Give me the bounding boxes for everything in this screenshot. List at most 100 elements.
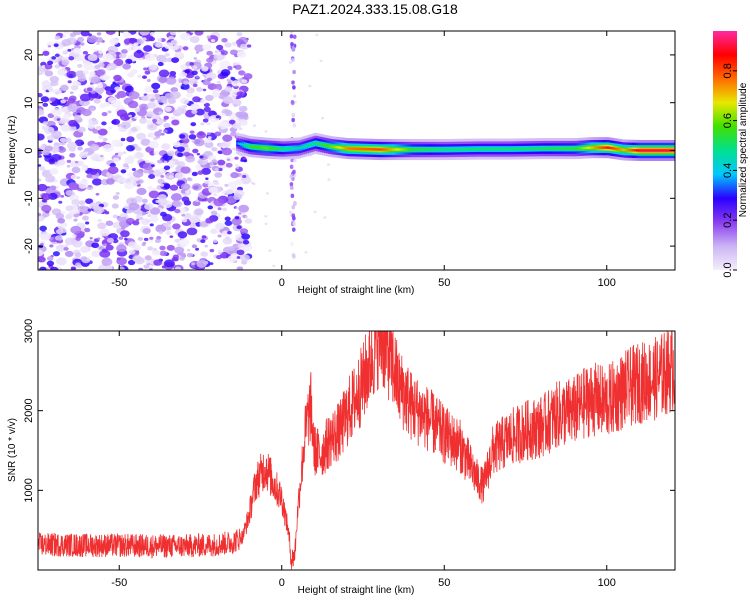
heatmap-cell <box>405 148 409 151</box>
heatmap-cell <box>169 235 174 238</box>
heatmap-cell <box>271 147 274 150</box>
heatmap-cell <box>145 211 150 214</box>
heatmap-cell <box>80 256 88 261</box>
heatmap-cell <box>98 54 104 58</box>
heatmap-cell <box>38 183 48 192</box>
heatmap-cell <box>74 252 82 258</box>
heatmap-cell <box>194 209 204 216</box>
heatmap-cell <box>470 147 473 151</box>
heatmap-cell <box>196 87 203 92</box>
heatmap-cell <box>85 198 94 205</box>
heatmap-cell <box>78 200 86 206</box>
heatmap-cell <box>220 50 228 56</box>
heatmap-cell <box>157 198 168 206</box>
heatmap-cell <box>137 237 144 241</box>
heatmap-cell <box>261 146 265 149</box>
heatmap-cell <box>166 57 173 63</box>
heatmap-cell <box>197 170 204 175</box>
heatmap-cell <box>210 210 218 216</box>
heatmap-cell <box>133 50 145 59</box>
heatmap-cell <box>200 251 209 257</box>
heatmap-cell <box>164 52 170 57</box>
heatmap-cell <box>227 230 232 235</box>
heatmap-cell <box>559 147 563 150</box>
heatmap-cell <box>333 145 337 149</box>
heatmap-cell <box>235 164 239 167</box>
heatmap-cell <box>540 147 543 150</box>
heatmap-cell <box>67 97 76 104</box>
heatmap-cell <box>343 147 347 150</box>
heatmap-cell <box>101 111 108 117</box>
heatmap-cell <box>224 183 229 187</box>
heatmap-cell <box>561 147 565 150</box>
heatmap-cell <box>515 147 518 151</box>
heatmap-cell <box>478 147 481 151</box>
heatmap-cell <box>212 239 218 244</box>
heatmap-cell <box>294 147 298 150</box>
heatmap-cell <box>136 218 140 221</box>
heatmap-cell <box>236 256 241 259</box>
heatmap-cell <box>259 146 263 149</box>
heatmap-cell <box>197 160 203 165</box>
heatmap-cell <box>394 148 397 151</box>
heatmap-cell <box>215 222 225 230</box>
heatmap-cell <box>474 147 477 151</box>
heatmap-cell <box>232 62 238 66</box>
heatmap-cell <box>597 146 600 149</box>
heatmap-cell <box>115 191 120 195</box>
heatmap-cell <box>60 195 65 198</box>
heatmap-cell <box>184 69 190 74</box>
heatmap-cell <box>606 146 610 149</box>
colorbar-tick-label: 0.4 <box>722 163 734 178</box>
heatmap-cell <box>653 149 657 152</box>
heatmap-cell <box>657 149 660 152</box>
x-tick-label: -50 <box>111 577 127 589</box>
colorbar-tick-label: 0.0 <box>722 262 734 277</box>
heatmap-cell <box>359 147 362 151</box>
heatmap-cell <box>602 146 606 149</box>
heatmap-cell <box>228 245 236 252</box>
heatmap-cell <box>242 143 245 147</box>
heatmap-cell <box>84 227 91 233</box>
heatmap-cell <box>398 148 401 151</box>
heatmap-cell <box>171 257 177 261</box>
heatmap-cell <box>195 247 200 251</box>
heatmap-cell <box>152 42 156 46</box>
heatmap-cell <box>476 147 479 151</box>
heatmap-cell <box>427 148 430 151</box>
heatmap-cell <box>227 81 232 84</box>
heatmap-cell <box>142 228 151 234</box>
heatmap-cell <box>291 46 296 52</box>
heatmap-cell <box>165 76 177 85</box>
heatmap-cell <box>289 182 294 187</box>
heatmap-cell <box>81 108 92 117</box>
heatmap-cell <box>620 148 623 151</box>
heatmap-cell <box>186 252 194 258</box>
heatmap-cell <box>417 148 421 151</box>
heatmap-cell <box>135 152 144 158</box>
heatmap-cell <box>168 160 176 166</box>
snr-frame <box>37 330 676 571</box>
heatmap-cell <box>60 84 69 91</box>
heatmap-cell <box>326 163 330 166</box>
heatmap-cell <box>283 147 286 151</box>
heatmap-cell <box>206 50 213 56</box>
heatmap-cell <box>180 183 191 191</box>
heatmap-cell <box>667 149 670 152</box>
heatmap-cell <box>116 109 128 118</box>
heatmap-cell <box>158 111 163 115</box>
heatmap-cell <box>107 66 112 70</box>
heatmap-cell <box>292 147 296 150</box>
heatmap-cell <box>118 236 124 240</box>
heatmap-cell <box>159 183 165 187</box>
heatmap-cell <box>214 181 220 186</box>
heatmap-cell <box>86 173 93 179</box>
heatmap-cell <box>73 213 80 218</box>
heatmap-cell <box>63 246 69 251</box>
heatmap-cell <box>212 88 220 95</box>
y-tick-label: -20 <box>23 238 35 254</box>
y-tick-label: 1000 <box>23 478 35 502</box>
heatmap-cell <box>98 246 104 250</box>
heatmap-cell <box>257 146 261 149</box>
